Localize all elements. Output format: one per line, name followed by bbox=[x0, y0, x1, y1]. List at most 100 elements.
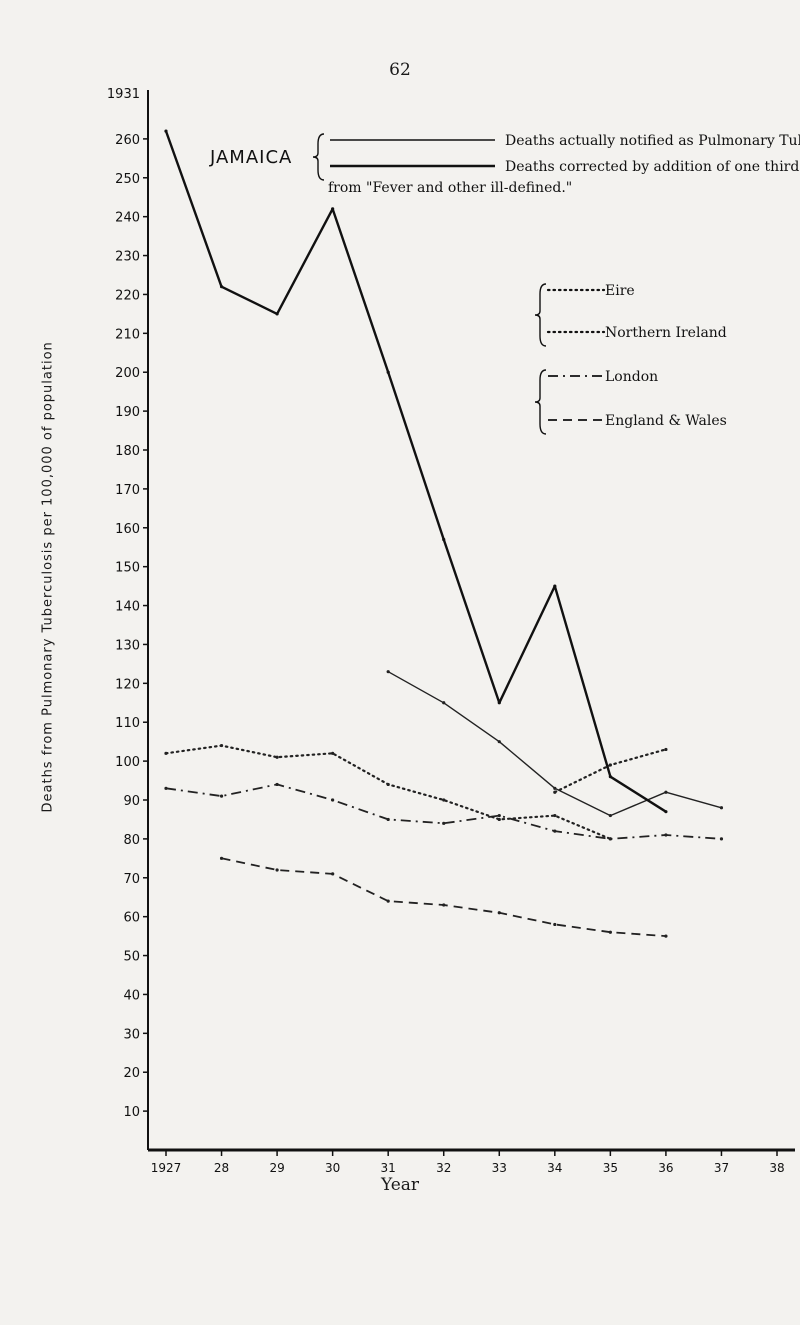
y-tick-label: 60 bbox=[123, 911, 140, 926]
x-axis-title: Year bbox=[380, 1175, 420, 1195]
legend-entry-text: London bbox=[605, 369, 658, 385]
legend-brace bbox=[534, 283, 547, 347]
data-point-jam_notified bbox=[719, 806, 724, 810]
data-point-london bbox=[608, 837, 612, 841]
data-point-london bbox=[719, 837, 724, 841]
data-point-eire bbox=[553, 813, 557, 818]
data-point-jam_notified bbox=[664, 790, 668, 794]
data-point-london bbox=[386, 817, 390, 822]
data-point-jam_corrected bbox=[664, 810, 668, 814]
data-point-england_wales bbox=[553, 922, 557, 927]
data-point-jam_notified bbox=[553, 786, 557, 790]
data-point-london bbox=[164, 786, 168, 790]
series-line-eire bbox=[164, 744, 612, 841]
data-point-jam_corrected bbox=[219, 285, 224, 289]
y-tick-label: 200 bbox=[115, 366, 140, 381]
x-tick-label: 38 bbox=[769, 1161, 784, 1175]
y-tick-label: 80 bbox=[123, 833, 140, 848]
data-point-jam_notified bbox=[442, 701, 446, 705]
data-point-jam_corrected bbox=[164, 129, 168, 133]
data-point-jam_notified bbox=[608, 813, 612, 818]
data-point-jam_notified bbox=[497, 740, 501, 744]
y-tick-label: 120 bbox=[115, 677, 140, 692]
x-tick-label: 35 bbox=[603, 1161, 618, 1175]
y-tick-label: 140 bbox=[115, 600, 140, 615]
y-tick-label: 10 bbox=[123, 1105, 140, 1120]
data-point-eire bbox=[386, 782, 390, 787]
data-point-england_wales bbox=[608, 930, 612, 934]
data-point-northern_ireland bbox=[553, 790, 557, 794]
data-point-england_wales bbox=[442, 903, 446, 907]
series-line-england_wales bbox=[221, 857, 666, 937]
x-tick-label: 36 bbox=[658, 1161, 673, 1175]
y-tick-label: 250 bbox=[115, 172, 140, 187]
data-point-london bbox=[497, 813, 501, 818]
y-tick-label: 180 bbox=[115, 444, 140, 459]
y-tick-label: 260 bbox=[115, 133, 140, 148]
y-tick-label: 90 bbox=[123, 794, 140, 809]
y-top-label: 1931 bbox=[107, 87, 140, 102]
data-point-jam_corrected bbox=[442, 537, 446, 542]
series-line-london bbox=[165, 783, 722, 840]
y-tick-label: 220 bbox=[115, 288, 140, 303]
series-line-jam_notified bbox=[387, 671, 722, 817]
data-point-eire bbox=[164, 751, 168, 755]
data-point-london bbox=[664, 833, 668, 837]
data-point-england_wales bbox=[331, 872, 335, 876]
data-point-england_wales bbox=[275, 868, 279, 872]
y-tick-label: 210 bbox=[115, 327, 140, 342]
y-tick-label: 50 bbox=[123, 950, 140, 965]
y-tick-label: 240 bbox=[115, 211, 140, 226]
data-point-london bbox=[275, 782, 279, 787]
y-tick-label: 130 bbox=[115, 638, 140, 653]
data-point-jam_corrected bbox=[553, 584, 557, 588]
legend-entry-text: Deaths actually notified as Pulmonary Tu… bbox=[505, 133, 800, 149]
data-point-eire bbox=[219, 743, 224, 748]
x-tick-label: 34 bbox=[547, 1161, 562, 1175]
x-tick-label: 33 bbox=[492, 1161, 507, 1175]
legend-entry-text: Deaths corrected by addition of one thir… bbox=[505, 159, 800, 175]
y-tick-label: 70 bbox=[123, 872, 140, 887]
data-point-eire bbox=[331, 751, 335, 755]
data-point-england_wales bbox=[497, 911, 501, 915]
y-tick-label: 30 bbox=[123, 1027, 140, 1042]
data-point-eire bbox=[275, 755, 279, 759]
y-tick-label: 230 bbox=[115, 250, 140, 265]
y-tick-label: 110 bbox=[115, 716, 140, 731]
series-line-jam_corrected bbox=[164, 130, 667, 813]
data-point-northern_ireland bbox=[664, 747, 668, 752]
data-point-jam_corrected bbox=[331, 207, 335, 211]
y-tick-label: 20 bbox=[123, 1066, 140, 1081]
legend-entry-text-cont: from "Fever and other ill-defined." bbox=[328, 180, 572, 196]
data-point-jam_corrected bbox=[608, 775, 612, 779]
y-tick-label: 40 bbox=[123, 988, 140, 1003]
data-point-london bbox=[553, 829, 557, 833]
x-tick-label: 28 bbox=[214, 1161, 229, 1175]
data-point-eire bbox=[497, 817, 501, 822]
data-point-jam_corrected bbox=[386, 370, 390, 374]
series-layer bbox=[164, 129, 724, 938]
legend-entry-text: Northern Ireland bbox=[605, 325, 727, 341]
x-tick-label: 30 bbox=[325, 1161, 340, 1175]
data-point-london bbox=[331, 798, 335, 802]
data-point-northern_ireland bbox=[608, 763, 612, 767]
data-point-jam_corrected bbox=[497, 701, 501, 705]
y-tick-label: 160 bbox=[115, 522, 140, 537]
y-tick-label: 170 bbox=[115, 483, 140, 498]
data-point-england_wales bbox=[219, 856, 224, 860]
y-tick-label: 190 bbox=[115, 405, 140, 420]
legend-group-label: JAMAICA bbox=[209, 147, 292, 168]
data-point-jam_corrected bbox=[275, 312, 279, 316]
legend-brace bbox=[312, 133, 325, 181]
data-point-london bbox=[442, 821, 446, 825]
legend-entry-text: England & Wales bbox=[605, 413, 727, 429]
data-point-eire bbox=[442, 798, 446, 802]
data-point-jam_notified bbox=[386, 670, 390, 674]
data-point-london bbox=[219, 794, 224, 798]
axes-layer: 10 20 30 40 50 60 70 80 90 100 110 120 130 140 150 160 1… bbox=[107, 87, 795, 1175]
y-tick-label: 150 bbox=[115, 561, 140, 576]
legend-entry-text: Eire bbox=[605, 283, 635, 299]
data-point-england_wales bbox=[386, 899, 390, 903]
